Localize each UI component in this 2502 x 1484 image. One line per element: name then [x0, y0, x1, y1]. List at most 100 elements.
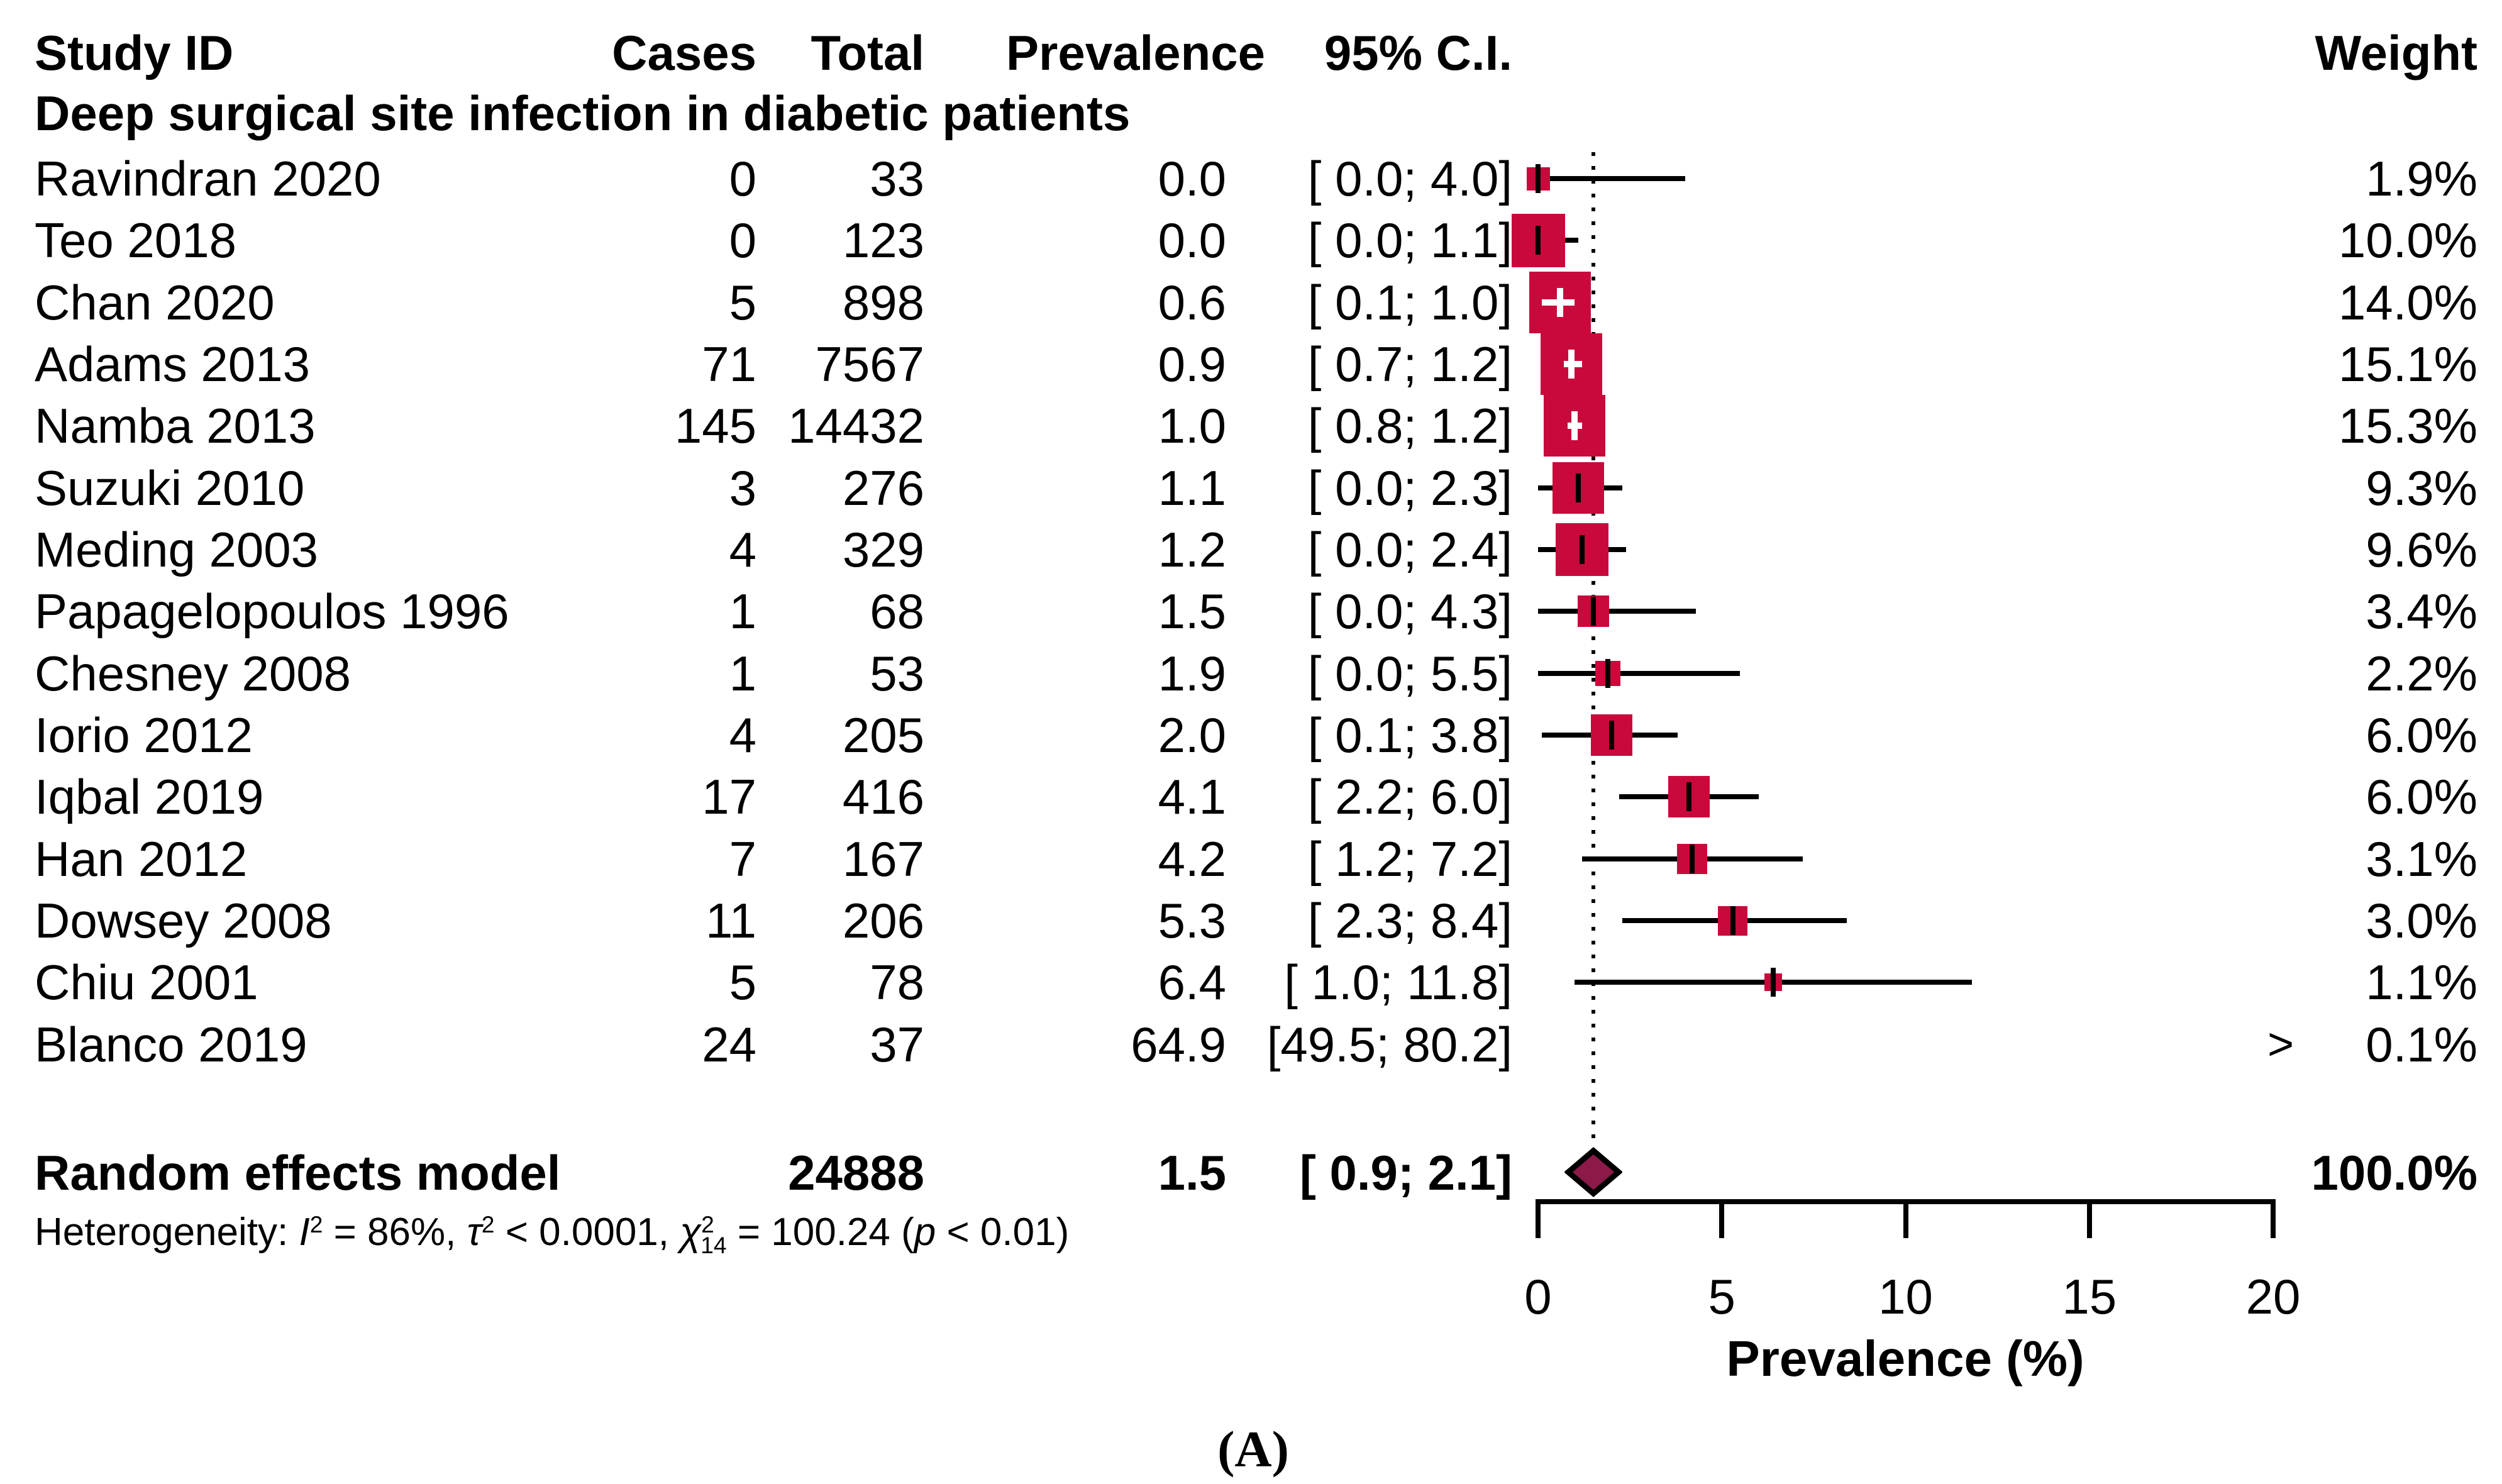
point-tick	[1605, 659, 1611, 688]
overall-estimate-dotted-line	[1591, 152, 1595, 1153]
study-id: Teo 2018	[35, 213, 236, 268]
ci-value: [ 0.0; 5.5]	[1307, 646, 1512, 701]
weight-value: 10.0%	[2338, 213, 2477, 268]
ci-value: [ 2.3; 8.4]	[1307, 893, 1512, 948]
point-tick	[1576, 473, 1581, 502]
total-value: 205	[842, 707, 924, 763]
weight-value: 6.0%	[2366, 769, 2477, 824]
weight-value: 15.3%	[2338, 398, 2477, 453]
study-id: Chan 2020	[35, 275, 275, 330]
x-axis-tick	[1719, 1199, 1725, 1238]
summary-diamond	[1564, 1147, 1622, 1197]
study-id: Chiu 2001	[35, 955, 258, 1010]
prevalence-value: 64.9	[1131, 1017, 1226, 1072]
heterogeneity-segment: τ	[467, 1210, 482, 1254]
prevalence-value: 4.1	[1158, 769, 1226, 824]
ci-value: [49.5; 80.2]	[1266, 1017, 1512, 1072]
study-id: Namba 2013	[35, 398, 316, 453]
prevalence-value: 5.3	[1158, 893, 1226, 948]
point-tick	[1771, 968, 1776, 997]
total-value: 206	[842, 893, 924, 948]
total-value: 53	[870, 646, 924, 701]
heterogeneity-segment: 2	[309, 1210, 323, 1238]
study-id: Iorio 2012	[35, 707, 253, 763]
col-header-study-id: Study ID	[35, 25, 234, 80]
prevalence-value: 0.9	[1158, 336, 1226, 392]
x-axis-label: Prevalence (%)	[1726, 1331, 2084, 1387]
summary-ci: [ 0.9; 2.1]	[1299, 1145, 1512, 1200]
ci-value: [ 1.2; 7.2]	[1307, 831, 1512, 887]
x-axis-tick	[1536, 1199, 1541, 1238]
prevalence-value: 1.0	[1158, 398, 1226, 453]
cases-value: 71	[702, 336, 756, 392]
heterogeneity-segment: < 0.0001,	[494, 1210, 680, 1254]
prevalence-value: 2.0	[1158, 707, 1226, 763]
x-axis-tick-label: 10	[1878, 1269, 1933, 1324]
prevalence-value: 1.2	[1158, 522, 1226, 577]
ci-value: [ 0.0; 1.1]	[1307, 213, 1512, 268]
prevalence-value: 1.9	[1158, 646, 1226, 701]
prevalence-value: 0.6	[1158, 275, 1226, 330]
study-id: Suzuki 2010	[35, 460, 305, 516]
col-header-cases: Cases	[612, 25, 756, 80]
cases-value: 24	[702, 1017, 756, 1072]
weight-value: 3.0%	[2366, 893, 2477, 948]
summary-weight: 100.0%	[2311, 1145, 2477, 1200]
total-value: 416	[842, 769, 924, 824]
summary-prevalence: 1.5	[1158, 1145, 1226, 1200]
study-id: Ravindran 2020	[35, 151, 381, 206]
study-id: Chesney 2008	[35, 646, 351, 701]
weight-value: 0.1%	[2366, 1017, 2477, 1072]
cases-value: 4	[729, 707, 756, 763]
study-id: Papagelopoulos 1996	[35, 584, 509, 639]
point-tick	[1580, 535, 1585, 564]
heterogeneity-note: Heterogeneity: I2 = 86%, τ2 < 0.0001, χ2…	[35, 1201, 1069, 1264]
prevalence-value: 0.0	[1158, 213, 1226, 268]
prevalence-value: 1.1	[1158, 460, 1226, 516]
weight-value: 1.9%	[2366, 151, 2477, 206]
col-header-total: Total	[811, 25, 924, 80]
weight-value: 6.0%	[2366, 707, 2477, 763]
study-id: Han 2012	[35, 831, 248, 887]
cases-value: 0	[729, 151, 756, 206]
cases-value: 3	[729, 460, 756, 516]
heterogeneity-segment: 2	[481, 1210, 495, 1238]
point-tick-white	[1568, 350, 1575, 379]
x-axis-tick	[2271, 1199, 2276, 1238]
cases-value: 7	[729, 831, 756, 887]
point-tick	[1536, 226, 1541, 255]
total-value: 329	[842, 522, 924, 577]
ci-value: [ 0.0; 4.0]	[1307, 151, 1512, 206]
summary-diamond-shape	[1564, 1147, 1622, 1197]
ci-value: [ 1.0; 11.8]	[1284, 955, 1512, 1010]
ci-value: [ 0.7; 1.2]	[1307, 336, 1512, 392]
x-axis-tick-label: 20	[2245, 1269, 2301, 1324]
heterogeneity-segment: p	[914, 1210, 936, 1254]
summary-total: 24888	[788, 1145, 924, 1200]
ci-line	[1538, 176, 1685, 181]
weight-value: 15.1%	[2338, 336, 2477, 392]
x-axis-tick-label: 0	[1524, 1269, 1552, 1324]
x-axis-tick-label: 5	[1708, 1269, 1735, 1324]
weight-value: 9.6%	[2366, 522, 2477, 577]
point-tick	[1730, 906, 1735, 935]
ci-value: [ 0.0; 2.4]	[1307, 522, 1512, 577]
weight-value: 2.2%	[2366, 646, 2477, 701]
ci-line	[1538, 609, 1697, 614]
prevalence-value: 0.0	[1158, 151, 1226, 206]
cases-value: 17	[702, 769, 756, 824]
heterogeneity-segment: I	[299, 1210, 310, 1254]
x-axis-tick-label: 15	[2062, 1269, 2117, 1324]
ci-value: [ 0.1; 3.8]	[1307, 707, 1512, 763]
study-id: Meding 2003	[35, 522, 319, 577]
point-tick	[1536, 164, 1541, 193]
point-tick	[1608, 721, 1614, 750]
heterogeneity-segment: < 0.01)	[936, 1210, 1070, 1254]
summary-label: Random effects model	[35, 1145, 561, 1200]
study-id: Blanco 2019	[35, 1017, 307, 1072]
ci-value: [ 0.1; 1.0]	[1307, 275, 1512, 330]
total-value: 898	[842, 275, 924, 330]
point-tick	[1690, 844, 1695, 873]
cases-value: 4	[729, 522, 756, 577]
